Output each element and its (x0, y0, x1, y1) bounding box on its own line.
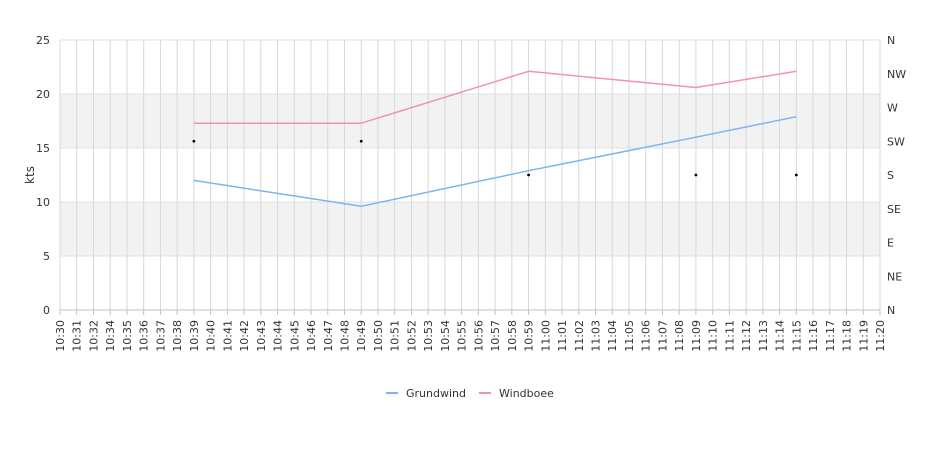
series-lines (193, 70, 797, 208)
x-tick-label: 10:41 (221, 320, 234, 352)
series-line-grundwind (193, 115, 797, 208)
x-axis: 10:30 10:31 10:32 10:34 10:35 10:36 10:37 10:38… (54, 309, 887, 352)
y2-tick-label: NW (887, 68, 906, 81)
x-tick-label: 10:48 (338, 320, 351, 352)
x-tick-label: 10:38 (171, 320, 184, 352)
y-tick-label: 15 (36, 142, 50, 155)
plot-band (60, 202, 880, 256)
y2-tick-label: SE (887, 203, 901, 216)
y2-tick-label: E (887, 237, 894, 250)
x-tick-label: 11:15 (790, 320, 803, 352)
y2-tick-label: W (887, 102, 898, 115)
x-tick-label: 11:17 (824, 320, 837, 352)
x-tick-label: 10:54 (439, 320, 452, 352)
direction-marker (192, 139, 196, 143)
direction-marker (694, 173, 698, 177)
x-tick-label: 11:18 (841, 320, 854, 352)
x-tick-label: 10:52 (405, 320, 418, 352)
y2-axis: N NE E SE S SW W NW N (887, 34, 906, 317)
x-tick-label: 11:00 (539, 320, 552, 352)
direction-markers (192, 139, 798, 177)
x-tick-label: 11:11 (723, 320, 736, 352)
direction-marker (794, 173, 798, 177)
x-tick-label: 11:19 (857, 320, 870, 352)
vertical-gridlines (59, 40, 881, 310)
x-tick-label: 10:49 (355, 320, 368, 352)
x-tick-label: 10:47 (322, 320, 335, 352)
horizontal-gridlines (60, 39, 880, 311)
x-tick-label: 10:57 (489, 320, 502, 352)
series-line-windboee (193, 70, 797, 124)
x-tick-label: 11:08 (673, 320, 686, 352)
x-tick-label: 11:06 (640, 320, 653, 352)
x-tick-label: 10:43 (255, 320, 268, 352)
x-tick-label: 11:01 (556, 320, 569, 352)
x-tick-label: 10:50 (372, 320, 385, 352)
x-tick-label: 11:09 (690, 320, 703, 352)
x-tick-label: 11:20 (874, 320, 887, 352)
y2-tick-label: N (887, 34, 895, 47)
x-tick-label: 10:34 (104, 320, 117, 352)
y-axis: 0 5 10 15 20 25 (36, 34, 50, 317)
x-tick-label: 11:14 (774, 320, 787, 352)
x-tick-label: 11:13 (757, 320, 770, 352)
y-axis-title: kts (23, 166, 37, 184)
y-tick-label: 25 (36, 34, 50, 47)
y-tick-label: 5 (43, 250, 50, 263)
x-tick-label: 11:07 (656, 320, 669, 352)
x-tick-label: 10:46 (305, 320, 318, 352)
x-tick-label: 10:39 (188, 320, 201, 352)
x-tick-label: 11:12 (740, 320, 753, 352)
x-tick-label: 10:36 (138, 320, 151, 352)
x-tick-label: 10:53 (422, 320, 435, 352)
y2-tick-label: NE (887, 270, 902, 283)
x-tick-label: 10:58 (506, 320, 519, 352)
x-tick-label: 10:56 (472, 320, 485, 352)
x-tick-label: 10:37 (154, 320, 167, 352)
x-tick-label: 10:30 (54, 320, 67, 352)
x-tick-label: 10:59 (523, 320, 536, 352)
plot-bands (60, 94, 880, 256)
x-tick-label: 11:02 (573, 320, 586, 352)
x-tick-label: 10:51 (389, 320, 402, 352)
y-tick-label: 0 (43, 304, 50, 317)
x-tick-label: 10:32 (87, 320, 100, 352)
legend: Grundwind Windboee (386, 387, 554, 400)
y2-tick-label: N (887, 304, 895, 317)
x-tick-label: 11:04 (606, 320, 619, 352)
x-tick-label: 10:44 (272, 320, 285, 352)
x-tick-label: 11:03 (590, 320, 603, 352)
x-tick-label: 10:35 (121, 320, 134, 352)
y-tick-label: 20 (36, 88, 50, 101)
x-tick-label: 10:40 (205, 320, 218, 352)
x-tick-label: 11:16 (807, 320, 820, 352)
y-tick-label: 10 (36, 196, 50, 209)
x-tick-label: 11:10 (707, 320, 720, 352)
x-tick-label: 10:42 (238, 320, 251, 352)
x-tick-label: 10:55 (456, 320, 469, 352)
x-tick-label: 11:05 (623, 320, 636, 352)
x-tick-label: 10:31 (71, 320, 84, 352)
x-tick-label: 10:45 (288, 320, 301, 352)
y2-tick-label: SW (887, 135, 905, 148)
plot-band (60, 94, 880, 148)
legend-label: Windboee (499, 387, 554, 400)
direction-marker (359, 139, 363, 143)
direction-marker (527, 173, 530, 177)
legend-label: Grundwind (406, 387, 466, 400)
y2-tick-label: S (887, 169, 894, 182)
